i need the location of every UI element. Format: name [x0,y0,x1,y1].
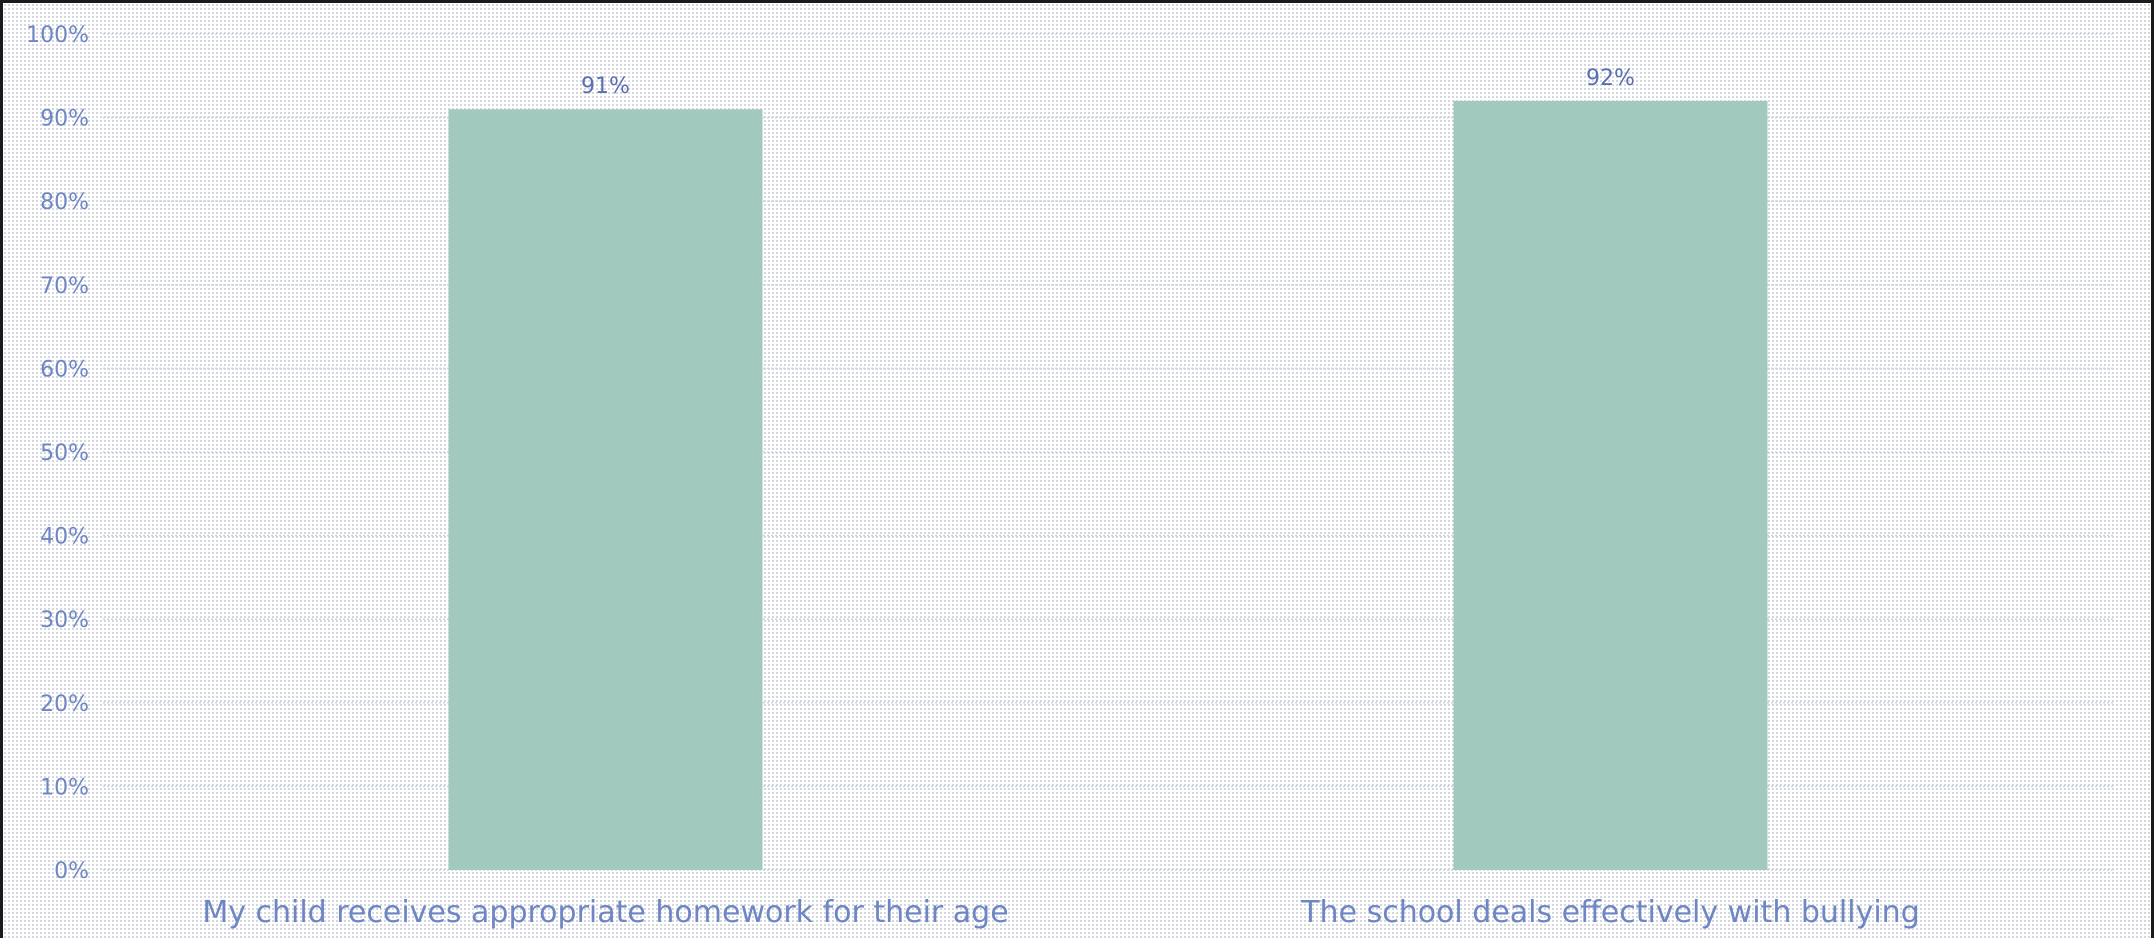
y-tick-label: 90% [40,107,89,132]
y-tick-label: 50% [40,441,89,466]
y-tick-label: 70% [40,274,89,299]
y-tick-label: 20% [40,692,89,717]
y-tick-label: 80% [40,190,89,215]
data-label: 91% [581,74,630,99]
category-label: The school deals effectively with bullyi… [1300,895,1920,930]
y-tick-label: 10% [40,775,89,800]
y-tick-label: 40% [40,525,89,550]
bar-chart: 0% 10% 20% 30% 40% 50% 60% 70% 80% 90% 100% 91% My c… [26,23,2113,930]
y-tick-label: 100% [26,23,89,48]
bar-2 [1453,100,1768,870]
category-label: My child receives appropriate homework f… [202,895,1008,930]
data-label: 92% [1586,66,1635,91]
y-tick-label: 30% [40,608,89,633]
y-tick-label: 0% [54,859,89,884]
bar-1 [448,109,763,871]
y-tick-label: 60% [40,357,89,382]
